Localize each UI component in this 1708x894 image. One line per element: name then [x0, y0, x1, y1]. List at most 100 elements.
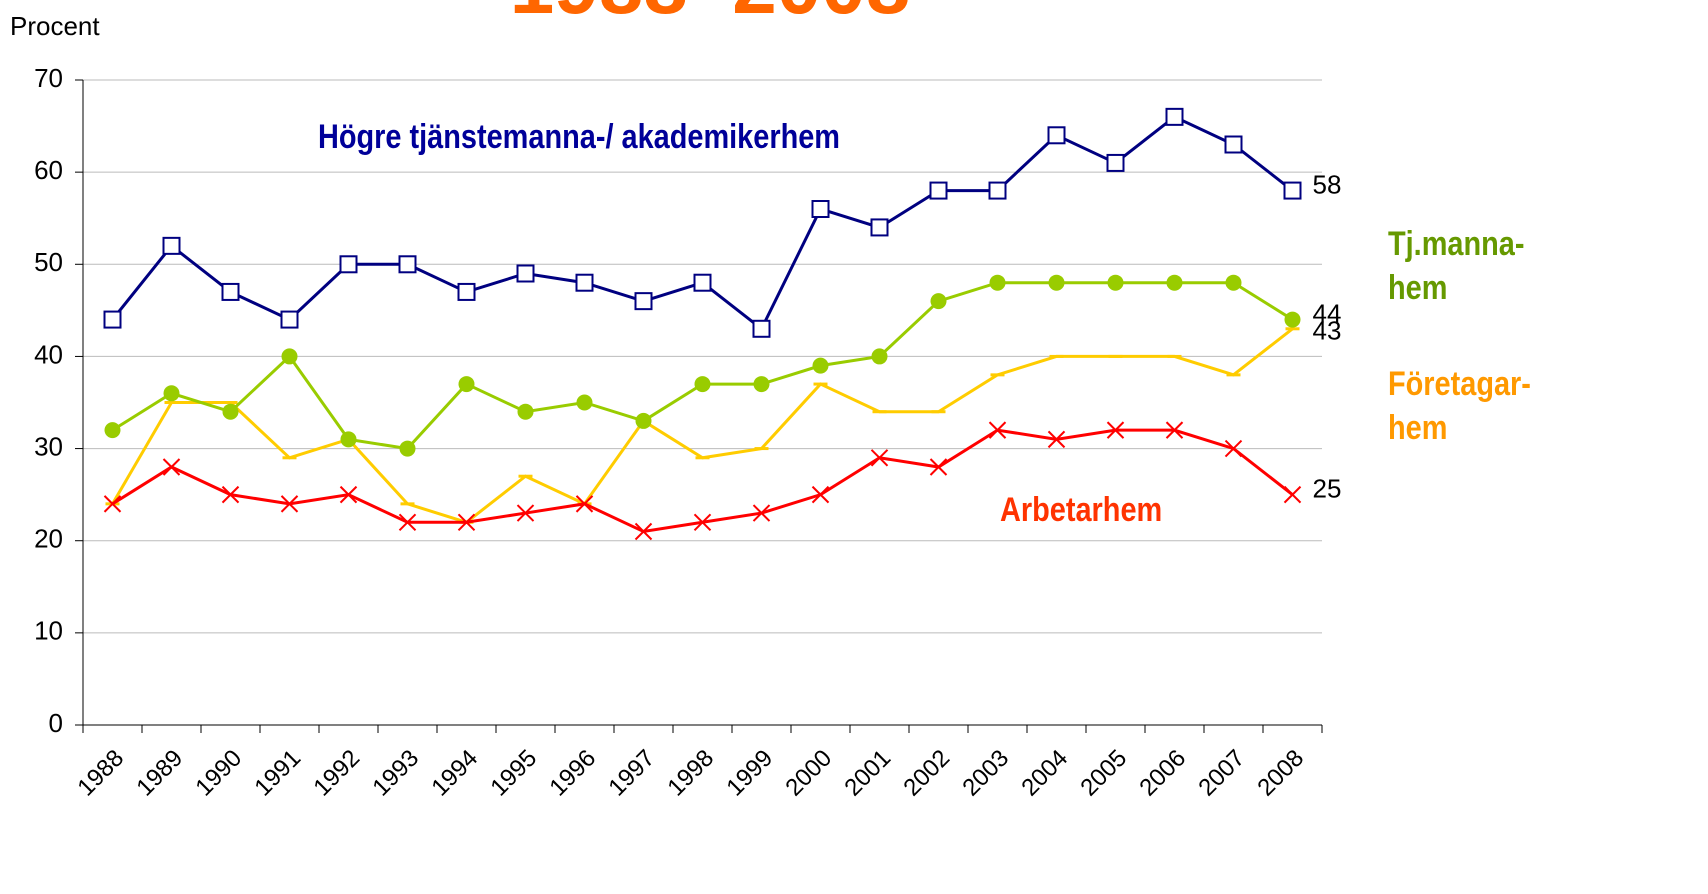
y-axis-label: Procent: [10, 11, 100, 41]
series-label: Företagar- hem: [1388, 365, 1531, 447]
marker: [575, 273, 594, 292]
marker: [988, 421, 1007, 439]
marker: [929, 181, 948, 200]
y-tick-label: 60: [34, 155, 63, 185]
marker: [752, 319, 771, 338]
marker: [516, 264, 535, 283]
marker: [811, 200, 830, 218]
marker: [103, 495, 122, 513]
marker: [635, 412, 652, 429]
y-tick-label: 40: [34, 339, 63, 369]
marker: [929, 458, 948, 476]
marker: [457, 282, 476, 301]
marker: [340, 431, 357, 448]
x-tick-label: 1999: [721, 745, 778, 802]
y-tick-label: 10: [34, 616, 63, 646]
marker: [457, 513, 476, 531]
x-tick-label: 2003: [957, 745, 1014, 802]
marker: [281, 348, 298, 365]
marker: [871, 348, 888, 365]
marker: [693, 513, 712, 531]
marker: [516, 504, 535, 522]
x-tick-label: 2004: [1016, 745, 1073, 802]
marker: [988, 181, 1007, 200]
x-tick-label: 1997: [603, 745, 660, 802]
marker: [1165, 421, 1184, 439]
marker: [221, 282, 240, 301]
marker: [162, 236, 181, 255]
marker: [103, 310, 122, 329]
marker: [280, 495, 299, 513]
x-tick-label: 1994: [426, 745, 483, 802]
x-tick-label: 2000: [780, 745, 837, 802]
marker: [398, 255, 417, 274]
marker: [1224, 439, 1243, 458]
y-tick-label: 20: [34, 524, 63, 554]
x-tick-label: 1995: [485, 745, 542, 802]
end-value-label: 25: [1313, 474, 1342, 504]
series-label: Tj.manna- hem: [1388, 225, 1525, 307]
x-tick-label: 2007: [1193, 745, 1250, 802]
marker: [162, 458, 181, 476]
marker: [280, 310, 299, 329]
x-tick-label: 2002: [898, 745, 955, 802]
end-value-label: 44: [1313, 298, 1342, 328]
x-tick-label: 1992: [308, 745, 365, 802]
marker: [1224, 135, 1243, 154]
marker: [1283, 181, 1302, 200]
x-tick-label: 2005: [1075, 745, 1132, 802]
y-tick-label: 30: [34, 431, 63, 461]
marker: [693, 273, 712, 292]
marker: [811, 485, 830, 504]
x-tick-label: 1996: [544, 745, 601, 802]
series-label: Arbetarhem: [1000, 491, 1163, 529]
marker: [1106, 153, 1125, 172]
x-tick-label: 1990: [190, 745, 247, 802]
marker: [1283, 485, 1302, 504]
marker: [163, 385, 180, 402]
x-tick-label: 1989: [131, 745, 188, 802]
marker: [104, 422, 121, 439]
x-tick-label: 2008: [1252, 745, 1309, 802]
marker: [1048, 274, 1065, 291]
end-value-label: 58: [1313, 169, 1342, 199]
marker: [1107, 274, 1124, 291]
marker: [1047, 126, 1066, 145]
marker: [339, 255, 358, 274]
marker: [989, 274, 1006, 291]
marker: [634, 522, 653, 541]
x-tick-label: 1998: [662, 745, 719, 802]
end-value-label: 43: [1313, 316, 1342, 346]
marker: [752, 504, 771, 522]
marker: [1106, 421, 1125, 439]
marker: [339, 485, 358, 504]
marker: [812, 357, 829, 374]
marker: [634, 292, 653, 311]
x-tick-label: 2001: [839, 745, 896, 802]
marker: [458, 376, 475, 393]
marker: [870, 218, 889, 237]
marker: [694, 376, 711, 393]
marker: [753, 376, 770, 393]
x-tick-label: 1988: [72, 745, 129, 802]
series-label: Högre tjänstemanna-/ akademikerhem: [318, 118, 840, 156]
x-tick-label: 2006: [1134, 745, 1191, 802]
marker: [221, 485, 240, 504]
marker: [575, 495, 594, 513]
marker: [1225, 274, 1242, 291]
marker: [1047, 430, 1066, 449]
marker: [930, 293, 947, 310]
y-tick-label: 70: [34, 63, 63, 93]
marker: [222, 403, 239, 420]
x-tick-label: 1993: [367, 745, 424, 802]
marker: [517, 403, 534, 420]
x-tick-label: 1991: [249, 745, 306, 802]
chart-title: 1988–2008: [510, 0, 910, 30]
y-tick-label: 0: [49, 708, 63, 738]
y-tick-label: 50: [34, 247, 63, 277]
marker: [398, 513, 417, 531]
marker: [1284, 311, 1301, 328]
marker: [399, 440, 416, 457]
